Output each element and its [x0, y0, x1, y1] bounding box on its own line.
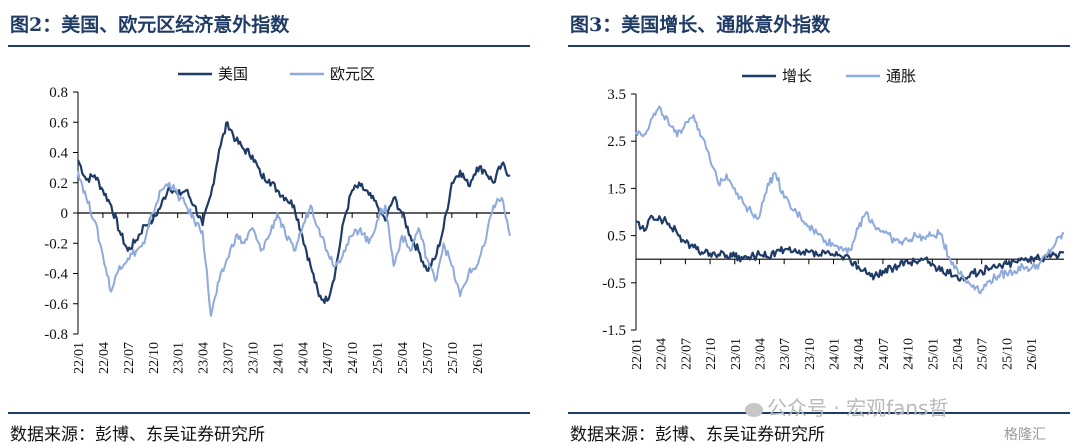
legend-label-0: 增长 — [782, 68, 812, 85]
x-tick-label: 25/01 — [926, 338, 941, 370]
y-tick-label: -0.4 — [44, 267, 68, 283]
figure-2-bottom-rule — [8, 412, 530, 414]
y-tick-label: 2.5 — [607, 134, 626, 150]
figure-2-top-rule — [8, 45, 530, 47]
y-tick-label: 1.5 — [607, 181, 626, 197]
figure-2-source: 数据来源：彭博、东吴证券研究所 — [10, 425, 265, 445]
y-tick-label: -0.2 — [44, 236, 68, 252]
figure-3-bottom-rule — [568, 412, 1070, 414]
figure-3-top-rule — [568, 45, 1070, 47]
x-tick-label: 22/10 — [704, 338, 719, 370]
y-tick-label: 3.5 — [607, 87, 626, 103]
x-tick-label: 25/10 — [1000, 338, 1015, 370]
x-tick-label: 23/04 — [753, 338, 768, 370]
x-tick-label: 22/01 — [72, 342, 87, 374]
y-tick-label: -0.8 — [44, 327, 68, 343]
y-tick-label: -0.5 — [602, 276, 626, 292]
x-tick-label: 23/07 — [222, 342, 237, 374]
legend-label-1: 欧元区 — [330, 66, 375, 83]
x-tick-label: 22/10 — [147, 342, 162, 374]
x-tick-label: 23/01 — [172, 342, 187, 374]
x-tick-label: 24/04 — [852, 338, 867, 370]
x-tick-label: 25/04 — [396, 342, 411, 374]
series-line-1 — [635, 105, 1065, 295]
x-tick-label: 23/04 — [197, 342, 212, 374]
y-tick-label: 0.8 — [49, 85, 68, 101]
wechat-icon — [745, 402, 763, 417]
x-tick-label: 24/07 — [877, 338, 892, 370]
x-tick-label: 25/07 — [976, 338, 991, 370]
x-tick-label: 22/04 — [97, 342, 112, 374]
x-tick-label: 26/01 — [471, 342, 486, 374]
figure-2-title: 图2：美国、欧元区经济意外指数 — [10, 14, 290, 36]
x-tick-label: 23/01 — [729, 338, 744, 370]
figure-2-panel: 图2：美国、欧元区经济意外指数 美国 欧元区 0.8 0.6 0.4 0.2 0 -0.2 -0… — [8, 14, 530, 445]
figure-3-source: 数据来源：彭博、东吴证券研究所 — [570, 425, 825, 445]
x-tick-label: 22/04 — [655, 338, 670, 370]
x-tick-label: 25/01 — [371, 342, 386, 374]
x-tick-label: 23/07 — [778, 338, 793, 370]
corner-logo: 格隆汇 — [1004, 427, 1046, 443]
x-tick-label: 24/01 — [271, 342, 286, 374]
y-tick-label: 0 — [61, 206, 69, 222]
y-tick-label: 0.4 — [49, 146, 68, 162]
x-tick-label: 26/01 — [1025, 338, 1040, 370]
watermark: 公众号 · 宏观fans哲 — [745, 392, 948, 421]
x-tick-label: 25/04 — [951, 338, 966, 370]
figure-2-chart: 美国 欧元区 0.8 0.6 0.4 0.2 0 -0.2 -0.4 -0.6 -0.8 22/01 2… — [44, 66, 511, 374]
figure-3-panel: 图3：美国增长、通胀意外指数 增长 通胀 3.5 2.5 1.5 0.5 -0.5 -1.5 2… — [560, 0, 1080, 448]
legend-label-0: 美国 — [218, 66, 248, 83]
legend-label-1: 通胀 — [886, 68, 916, 85]
x-tick-label: 24/01 — [828, 338, 843, 370]
x-tick-label: 22/07 — [122, 342, 137, 374]
x-tick-label: 22/01 — [630, 338, 645, 370]
x-tick-label: 23/10 — [803, 338, 818, 370]
y-tick-label: -0.6 — [44, 297, 68, 313]
figure-3-title: 图3：美国增长、通胀意外指数 — [570, 14, 831, 36]
x-tick-label: 25/10 — [446, 342, 461, 374]
x-tick-label: 22/07 — [679, 338, 694, 370]
x-tick-label: 23/10 — [246, 342, 261, 374]
x-tick-label: 25/07 — [421, 342, 436, 374]
series-line-1 — [77, 170, 511, 317]
watermark-text: 公众号 · 宏观fans哲 — [767, 396, 949, 420]
x-tick-label: 24/10 — [902, 338, 917, 370]
y-tick-label: 0.2 — [49, 176, 68, 192]
y-tick-label: 0.6 — [49, 115, 68, 131]
y-tick-label: -1.5 — [602, 323, 626, 339]
y-tick-label: 0.5 — [607, 229, 626, 245]
figure-3-chart: 增长 通胀 3.5 2.5 1.5 0.5 -0.5 -1.5 22/01 22/04 22/07 2… — [602, 68, 1065, 370]
x-tick-label: 24/10 — [346, 342, 361, 374]
x-tick-label: 24/04 — [296, 342, 311, 374]
x-tick-label: 24/07 — [321, 342, 336, 374]
series-line-0 — [635, 214, 1065, 282]
